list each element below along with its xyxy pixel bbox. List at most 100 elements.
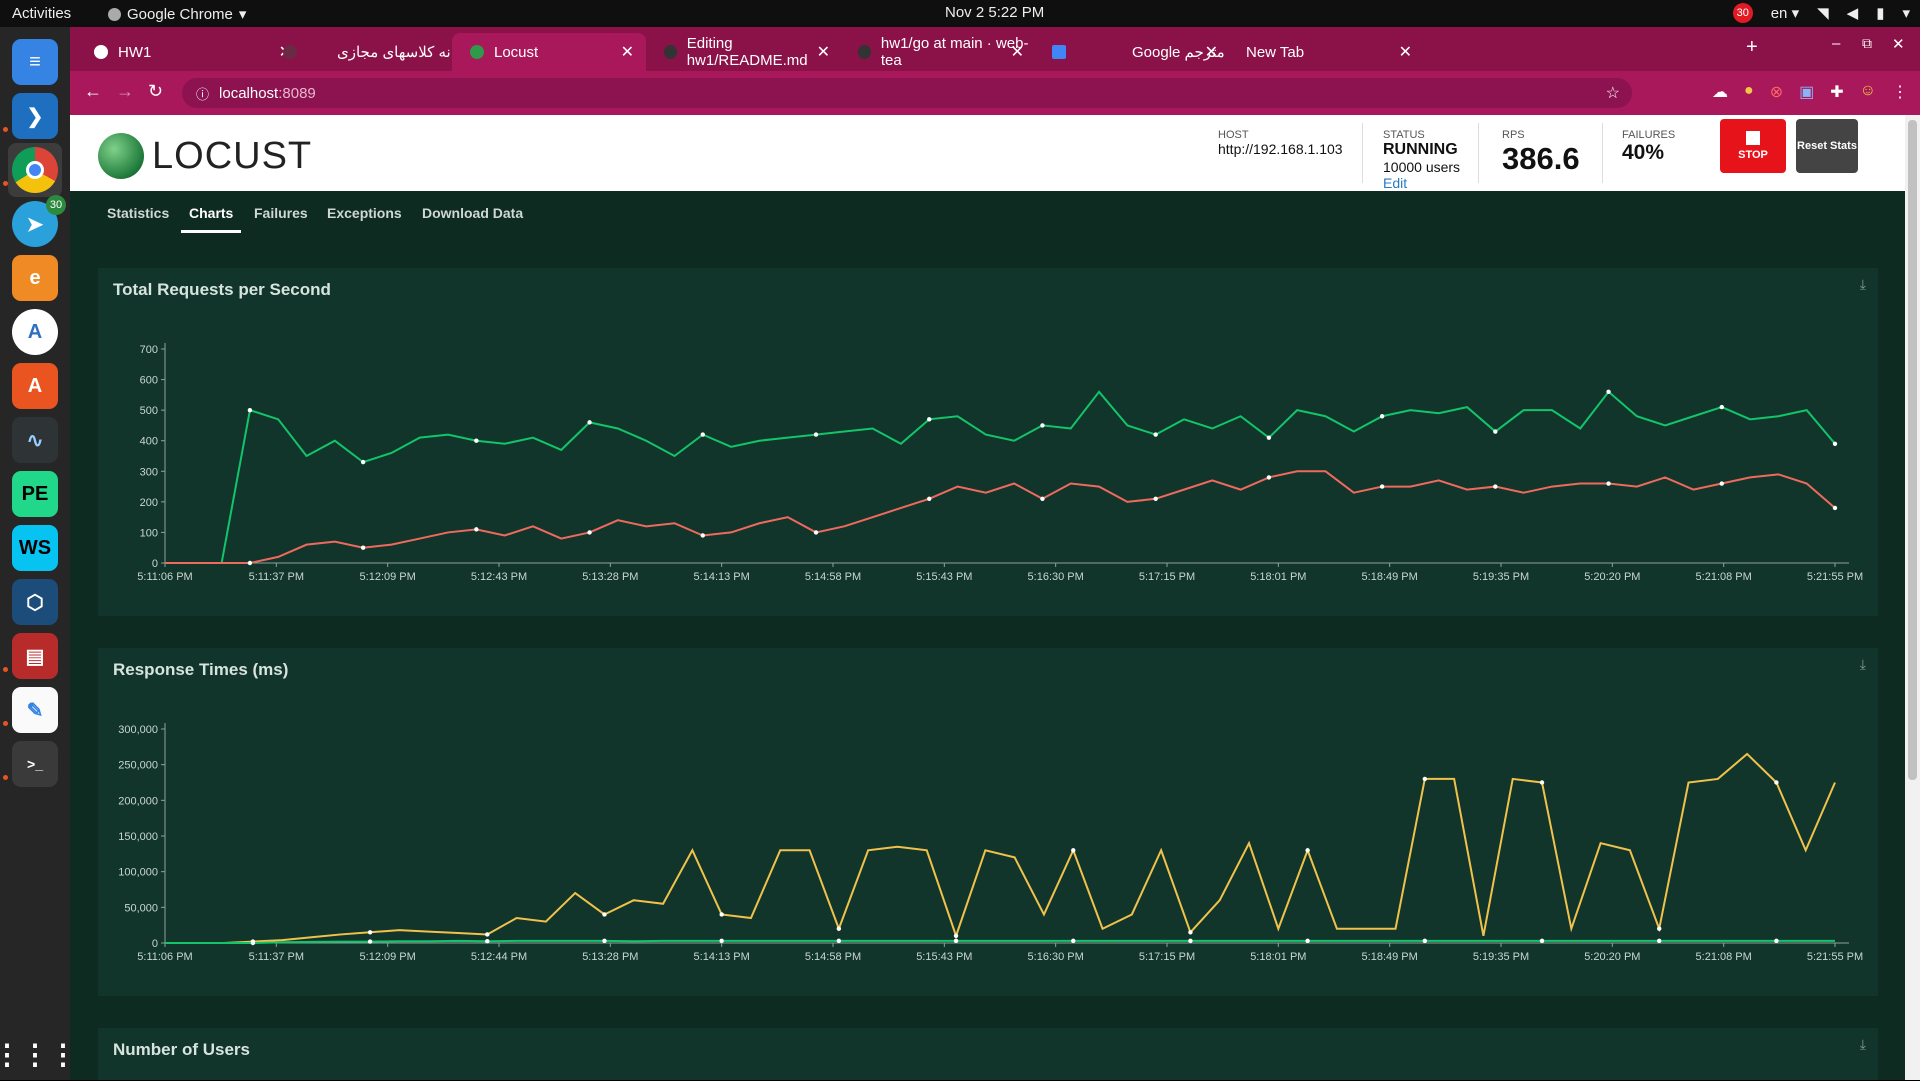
locust-icon [470, 45, 484, 59]
app-icon: ▤ [12, 633, 58, 679]
host-stat: HOST http://192.168.1.103 [1218, 129, 1343, 157]
text-editor-app[interactable]: ✎ [8, 683, 62, 737]
chrome-app[interactable] [8, 143, 62, 197]
reload-button[interactable]: ↻ [148, 81, 164, 101]
tab-statistics[interactable]: Statistics [107, 205, 170, 221]
software-center-app[interactable]: A [8, 359, 62, 413]
system-tray[interactable]: 30 en ▾ ◥ ◀ ▮ ▾ [1732, 3, 1910, 23]
android-studio-app[interactable]: A [8, 305, 62, 359]
restore-button[interactable]: ⧉ [1862, 35, 1872, 51]
locust-logo[interactable]: LOCUST [98, 133, 312, 179]
close-icon[interactable]: ✕ [1398, 44, 1412, 61]
tab-translate[interactable]: Google مترجم ✕ [1034, 33, 1230, 71]
x-tick-label: 5:19:35 PM [1473, 571, 1529, 583]
tab-failures[interactable]: Failures [254, 205, 308, 221]
close-icon[interactable]: ✕ [620, 44, 634, 61]
vscode-app[interactable]: ❯ [8, 89, 62, 143]
tab-label: HW1 [118, 43, 152, 61]
language-selector[interactable]: en ▾ [1770, 5, 1800, 22]
wifi-icon[interactable]: ◥ [1817, 5, 1829, 22]
download-icon[interactable]: ⤓ [1859, 656, 1866, 672]
back-button[interactable]: ← [84, 81, 102, 101]
data-point [602, 912, 607, 917]
pencil-icon: ✎ [12, 687, 58, 733]
close-icon[interactable]: ✕ [1010, 44, 1024, 61]
rps-chart: 0 100 200 300 400 500 600 700 5:11:06 PM 5:11:37 … [137, 343, 1863, 583]
virtualbox-app[interactable]: ⬡ [8, 575, 62, 629]
page-scrollbar[interactable] [1905, 115, 1920, 1080]
scrollbar-thumb[interactable] [1908, 120, 1917, 780]
extension-icon[interactable]: ☁ [1712, 84, 1729, 101]
avatar[interactable]: ☺ [1859, 82, 1876, 99]
system-monitor-app[interactable]: ∿ [8, 413, 62, 467]
download-icon[interactable]: ⤓ [1859, 276, 1866, 292]
system-top-bar: Activities Google Chrome ▾ Nov 2 5:22 PM… [0, 0, 1920, 27]
volume-icon[interactable]: ◀ [1846, 5, 1859, 22]
new-tab-button[interactable]: + [1746, 36, 1758, 58]
extension-icon[interactable]: ▣ [1799, 84, 1815, 101]
x-tick-label: 5:18:49 PM [1362, 951, 1418, 963]
notification-badge[interactable]: 30 [1732, 3, 1753, 23]
puzzle-icon[interactable]: ✚ [1830, 84, 1844, 101]
tab-locust[interactable]: Locust ✕ [452, 33, 646, 71]
locust-logo-icon [98, 133, 144, 179]
app-menu[interactable]: Google Chrome ▾ [108, 5, 246, 23]
close-window-button[interactable]: ✕ [1892, 36, 1905, 53]
webstorm-app[interactable]: WS [8, 521, 62, 575]
edit-link[interactable]: Edit [1383, 175, 1408, 191]
forward-button[interactable]: → [116, 81, 134, 101]
chevron-down-icon[interactable]: ▾ [1902, 5, 1910, 22]
clock[interactable]: Nov 2 5:22 PM [945, 4, 1045, 21]
data-point [1071, 938, 1076, 944]
y-tick-label: 100,000 [118, 867, 158, 879]
data-point [927, 417, 932, 422]
data-point [360, 545, 366, 550]
data-point [719, 912, 724, 917]
x-tick-label: 5:12:09 PM [360, 571, 416, 583]
extensions-area: ☁ ● ⊗ ▣ ✚ ☺ ⋮ [1712, 82, 1908, 102]
data-point [474, 527, 479, 532]
logo-text: LOCUST [152, 134, 313, 177]
eclipse-app[interactable]: e [8, 251, 62, 305]
tab-exceptions[interactable]: Exceptions [327, 205, 402, 221]
data-point [247, 407, 253, 413]
x-tick-label: 5:13:28 PM [582, 571, 638, 583]
terminal-app[interactable]: >_ [8, 737, 62, 791]
y-tick-label: 0 [152, 938, 158, 950]
show-apps-button[interactable]: ⋮⋮⋮ [0, 1027, 77, 1081]
divider [1478, 123, 1479, 183]
pycharm-app[interactable]: PE [8, 467, 62, 521]
url-field[interactable]: ⓘ localhost:8089 ☆ [182, 78, 1632, 108]
tab-label: Editing hw1/README.md [686, 35, 808, 69]
y-tick-label: 250,000 [118, 760, 158, 772]
bookmark-star-icon[interactable]: ☆ [1605, 85, 1620, 102]
battery-icon[interactable]: ▮ [1876, 5, 1885, 22]
extension-icon[interactable]: ● [1744, 82, 1754, 99]
terminal-red-app[interactable]: ▤ [8, 629, 62, 683]
tab-download-data[interactable]: Download Data [422, 205, 524, 221]
data-point [700, 533, 705, 538]
tab-hw1-go[interactable]: hw1/go at main · web-tea ✕ [840, 33, 1036, 71]
response-times-chart-card: Response Times (ms) ⤓ 0 50,000 100,000 150,… [98, 648, 1878, 996]
data-point [1657, 926, 1662, 931]
x-tick-label: 5:17:15 PM [1139, 571, 1195, 583]
data-point [474, 438, 479, 443]
minimize-button[interactable]: – [1832, 35, 1841, 52]
download-icon[interactable]: ⤓ [1859, 1036, 1866, 1052]
series-line [165, 390, 1836, 564]
tab-new[interactable]: New Tab ✕ [1228, 33, 1424, 71]
activities-button[interactable]: Activities [12, 5, 72, 22]
data-point [250, 940, 256, 946]
menu-icon[interactable]: ⋮ [1892, 84, 1908, 101]
tab-readme[interactable]: Editing hw1/README.md ✕ [646, 33, 842, 71]
grid-icon: ⋮⋮⋮ [0, 1038, 77, 1070]
x-tick-label: 5:15:43 PM [916, 571, 972, 583]
close-icon[interactable]: ✕ [816, 44, 830, 61]
extension-icon[interactable]: ⊗ [1769, 84, 1784, 101]
tab-charts[interactable]: Charts [180, 205, 242, 233]
telegram-app[interactable]: ➤ 30 [8, 195, 66, 251]
files-app[interactable]: ≡ [8, 35, 62, 89]
stop-button[interactable]: STOP [1720, 119, 1786, 173]
close-icon[interactable]: ✕ [1204, 44, 1218, 61]
reset-stats-button[interactable]: Reset Stats [1796, 119, 1858, 173]
